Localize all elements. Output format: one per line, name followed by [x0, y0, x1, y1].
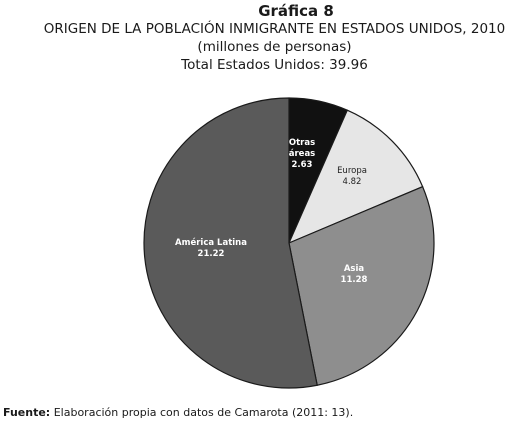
slice-name: Europa — [337, 166, 367, 176]
source-label: Fuente: — [3, 406, 51, 419]
chart-subtitle: (millones de personas) — [197, 39, 352, 55]
slice-label-asia: Asia 11.28 — [341, 264, 368, 285]
chart-total-label: Total Estados Unidos: 39.96 — [181, 57, 368, 73]
slice-value: 4.82 — [343, 177, 362, 187]
slice-name: Asia — [344, 264, 365, 274]
source-note: Fuente: Elaboración propia con datos de … — [3, 406, 353, 419]
slice-name: América Latina — [175, 237, 247, 248]
pie-slices — [143, 97, 435, 389]
pie-slice-américa-latina — [143, 97, 318, 389]
slice-value: 11.28 — [341, 275, 368, 285]
slice-name: áreas — [289, 149, 316, 159]
slice-label-américa-latina: América Latina 21.22 — [175, 237, 247, 259]
slice-label-otras-áreas: Otras áreas 2.63 — [289, 138, 316, 170]
source-text: Elaboración propia con datos de Camarota… — [53, 406, 354, 419]
slice-name: Otras — [289, 138, 315, 148]
slice-value: 2.63 — [292, 160, 313, 170]
pie-slice-europa — [288, 109, 424, 244]
figure-number: Gráfica 8 — [258, 2, 334, 20]
pie-labels: Otras áreas 2.63 Europa 4.82 Asia 11.28 América… — [175, 138, 368, 285]
chart-title: ORIGEN DE LA POBLACIÓN INMIGRANTE EN EST… — [43, 21, 506, 37]
chart-titles: Gráfica 8 ORIGEN DE LA POBLACIÓN INMIGRA… — [0, 2, 527, 74]
slice-label-europa: Europa 4.82 — [337, 166, 367, 187]
slice-value: 21.22 — [198, 249, 225, 259]
pie-slice-asia — [288, 186, 435, 386]
